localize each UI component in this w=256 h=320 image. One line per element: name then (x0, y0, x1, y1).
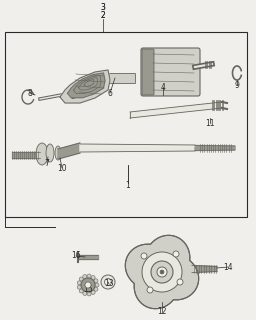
Text: 6: 6 (108, 89, 112, 98)
Text: 13: 13 (104, 279, 114, 289)
Polygon shape (73, 76, 101, 93)
Circle shape (151, 261, 173, 283)
Ellipse shape (77, 285, 81, 289)
Polygon shape (195, 146, 235, 150)
Ellipse shape (83, 292, 87, 295)
Ellipse shape (83, 275, 87, 279)
Text: 5: 5 (71, 92, 76, 100)
Polygon shape (84, 80, 94, 86)
Ellipse shape (91, 291, 95, 294)
FancyBboxPatch shape (142, 49, 154, 95)
Ellipse shape (95, 283, 99, 287)
Text: 11: 11 (205, 118, 215, 127)
Polygon shape (80, 144, 195, 152)
Circle shape (157, 267, 167, 277)
Circle shape (160, 270, 164, 274)
Ellipse shape (46, 144, 54, 162)
Text: 8: 8 (28, 89, 32, 98)
Ellipse shape (94, 279, 98, 283)
Text: 15: 15 (83, 285, 93, 294)
Text: 2: 2 (101, 11, 105, 20)
Circle shape (173, 251, 179, 257)
Circle shape (101, 275, 115, 289)
Ellipse shape (79, 289, 83, 293)
Polygon shape (68, 73, 105, 98)
Polygon shape (60, 70, 110, 103)
Ellipse shape (87, 274, 91, 278)
Ellipse shape (55, 146, 61, 160)
Text: 4: 4 (161, 83, 165, 92)
Circle shape (141, 253, 147, 259)
Circle shape (177, 279, 183, 285)
Polygon shape (130, 102, 222, 118)
Text: 1: 1 (126, 180, 130, 189)
Text: 9: 9 (234, 81, 239, 90)
Polygon shape (125, 235, 199, 309)
Polygon shape (79, 77, 98, 90)
Text: 16: 16 (71, 252, 81, 260)
Text: 2: 2 (101, 11, 105, 20)
Ellipse shape (79, 277, 83, 281)
Polygon shape (78, 255, 98, 259)
Ellipse shape (36, 143, 48, 165)
Text: 3: 3 (101, 3, 105, 12)
Text: 12: 12 (157, 308, 167, 316)
Polygon shape (12, 152, 40, 158)
Ellipse shape (87, 292, 91, 296)
Ellipse shape (77, 281, 81, 285)
Circle shape (81, 278, 95, 292)
Polygon shape (58, 143, 80, 159)
Text: 7: 7 (45, 158, 49, 167)
Ellipse shape (94, 287, 98, 291)
Text: 14: 14 (223, 262, 233, 271)
Circle shape (104, 278, 112, 285)
Circle shape (85, 282, 91, 288)
Circle shape (147, 287, 153, 293)
Polygon shape (192, 266, 217, 273)
Text: 10: 10 (57, 164, 67, 172)
Bar (5, 32, 247, 217)
FancyBboxPatch shape (110, 74, 135, 84)
Circle shape (142, 252, 182, 292)
Text: 3: 3 (101, 3, 105, 12)
FancyBboxPatch shape (141, 48, 200, 96)
Ellipse shape (91, 276, 95, 280)
